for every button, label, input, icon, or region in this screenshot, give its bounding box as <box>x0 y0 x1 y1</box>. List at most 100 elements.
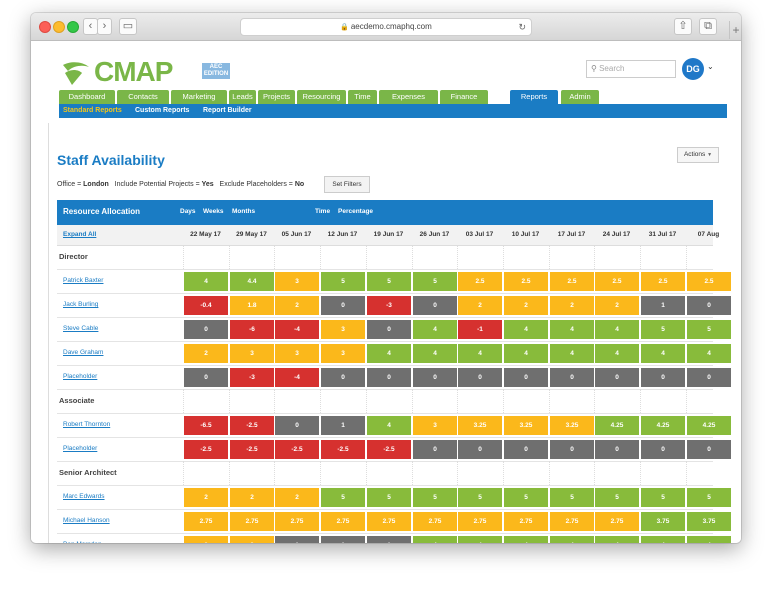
availability-cell[interactable]: 0 <box>413 296 457 315</box>
availability-cell[interactable]: -0.4 <box>184 296 228 315</box>
forward-button[interactable]: › <box>97 18 112 35</box>
tab-finance[interactable]: Finance <box>440 90 488 104</box>
availability-cell[interactable]: 3 <box>321 344 365 363</box>
availability-cell[interactable]: 5 <box>641 320 685 339</box>
person-link[interactable]: Marc Edwards <box>63 493 105 500</box>
tab-admin[interactable]: Admin <box>561 90 599 104</box>
availability-cell[interactable]: 4 <box>413 320 457 339</box>
availability-cell[interactable]: 0 <box>504 368 548 387</box>
person-link[interactable]: Dave Graham <box>63 349 104 356</box>
new-tab-button[interactable]: + <box>729 21 741 39</box>
availability-cell[interactable]: 2 <box>184 488 228 507</box>
availability-cell[interactable]: 2 <box>595 296 639 315</box>
availability-cell[interactable]: 2 <box>550 296 594 315</box>
tab-marketing[interactable]: Marketing <box>171 90 227 104</box>
availability-cell[interactable]: 4 <box>595 344 639 363</box>
chevron-down-icon[interactable]: ⌄ <box>707 62 714 71</box>
availability-cell[interactable]: 1 <box>275 536 319 543</box>
availability-cell[interactable]: 2.75 <box>595 512 639 531</box>
availability-cell[interactable]: -3 <box>230 368 274 387</box>
availability-cell[interactable]: 0 <box>275 416 319 435</box>
reload-icon[interactable]: ↻ <box>518 22 526 32</box>
person-link[interactable]: Ben Marsden <box>63 541 102 543</box>
person-link[interactable]: Steve Cable <box>63 325 99 332</box>
availability-cell[interactable]: 1 <box>321 536 365 543</box>
tab-projects[interactable]: Projects <box>258 90 295 104</box>
availability-cell[interactable]: 5 <box>367 272 411 291</box>
person-link[interactable]: Placeholder <box>63 373 98 380</box>
availability-cell[interactable]: 2.75 <box>458 512 502 531</box>
availability-cell[interactable]: 2.75 <box>275 512 319 531</box>
availability-cell[interactable]: 4.4 <box>230 272 274 291</box>
availability-cell[interactable]: -4 <box>275 368 319 387</box>
availability-cell[interactable]: 4 <box>413 344 457 363</box>
availability-cell[interactable]: -4 <box>275 320 319 339</box>
availability-cell[interactable]: 2.5 <box>458 272 502 291</box>
availability-cell[interactable]: 2.75 <box>230 512 274 531</box>
set-filters-button[interactable]: Set Filters <box>324 176 370 193</box>
view-weeks-option[interactable]: Weeks <box>203 208 224 215</box>
availability-cell[interactable]: -2.5 <box>321 440 365 459</box>
tab-reports[interactable]: Reports <box>510 90 558 104</box>
availability-cell[interactable]: 4 <box>504 536 548 543</box>
view-time-option[interactable]: Time <box>315 208 331 215</box>
share-icon[interactable]: ⇧ <box>674 18 692 35</box>
availability-cell[interactable]: 5 <box>687 320 731 339</box>
availability-cell[interactable]: 3.75 <box>687 512 731 531</box>
person-link[interactable]: Michael Hanson <box>63 517 110 524</box>
availability-cell[interactable]: 0 <box>413 368 457 387</box>
person-link[interactable]: Jack Burling <box>63 301 99 308</box>
availability-cell[interactable]: 4 <box>641 344 685 363</box>
availability-cell[interactable]: 0 <box>595 368 639 387</box>
availability-cell[interactable]: 0 <box>367 368 411 387</box>
availability-cell[interactable]: 0 <box>321 368 365 387</box>
availability-cell[interactable]: 0 <box>687 440 731 459</box>
availability-cell[interactable]: 5 <box>641 488 685 507</box>
availability-cell[interactable]: 4 <box>550 344 594 363</box>
availability-cell[interactable]: 3 <box>321 320 365 339</box>
availability-cell[interactable]: 2.75 <box>184 512 228 531</box>
availability-cell[interactable]: 2.75 <box>367 512 411 531</box>
availability-cell[interactable]: 0 <box>413 440 457 459</box>
availability-cell[interactable]: 3.25 <box>504 416 548 435</box>
availability-cell[interactable]: 4.25 <box>641 416 685 435</box>
availability-cell[interactable]: 5 <box>321 488 365 507</box>
availability-cell[interactable]: 2 <box>275 488 319 507</box>
availability-cell[interactable]: 4.25 <box>687 416 731 435</box>
availability-cell[interactable]: 0 <box>458 368 502 387</box>
availability-cell[interactable]: 0 <box>458 440 502 459</box>
availability-cell[interactable]: 3 <box>413 416 457 435</box>
person-link[interactable]: Robert Thornton <box>63 421 111 428</box>
availability-cell[interactable]: 2 <box>184 344 228 363</box>
availability-cell[interactable]: 2.75 <box>321 512 365 531</box>
availability-cell[interactable]: 0 <box>687 296 731 315</box>
availability-cell[interactable]: 4 <box>413 536 457 543</box>
availability-cell[interactable]: 5 <box>595 488 639 507</box>
availability-cell[interactable]: 2.75 <box>550 512 594 531</box>
availability-cell[interactable]: 4 <box>641 536 685 543</box>
availability-cell[interactable]: 2 <box>230 488 274 507</box>
availability-cell[interactable]: 0 <box>595 440 639 459</box>
availability-cell[interactable]: 0 <box>367 320 411 339</box>
availability-cell[interactable]: -6.5 <box>184 416 228 435</box>
availability-cell[interactable]: 0 <box>504 440 548 459</box>
availability-cell[interactable]: 0 <box>641 440 685 459</box>
subtab-custom-reports[interactable]: Custom Reports <box>135 107 190 114</box>
avatar[interactable]: DG <box>682 58 704 80</box>
availability-cell[interactable]: 2.5 <box>687 272 731 291</box>
availability-cell[interactable]: 3 <box>184 536 228 543</box>
availability-cell[interactable]: 2 <box>504 296 548 315</box>
availability-cell[interactable]: 0 <box>184 368 228 387</box>
availability-cell[interactable]: 3 <box>275 272 319 291</box>
availability-cell[interactable]: 2 <box>275 296 319 315</box>
address-bar[interactable]: 🔒 aecdemo.cmaphq.com ↻ <box>240 18 532 36</box>
availability-cell[interactable]: -2.5 <box>230 416 274 435</box>
availability-cell[interactable]: 2 <box>458 296 502 315</box>
search-input[interactable]: ⚲ Search <box>586 60 676 78</box>
close-window-button[interactable] <box>39 21 51 33</box>
availability-cell[interactable]: 3 <box>275 344 319 363</box>
availability-cell[interactable]: 3.75 <box>641 512 685 531</box>
availability-cell[interactable]: 0 <box>687 368 731 387</box>
availability-cell[interactable]: -3 <box>367 296 411 315</box>
availability-cell[interactable]: 5 <box>504 488 548 507</box>
